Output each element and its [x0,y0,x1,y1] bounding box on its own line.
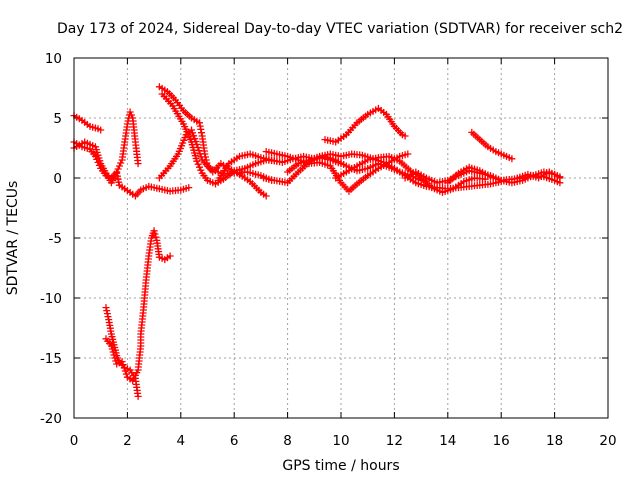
data-point [127,111,135,119]
data-point [134,392,142,400]
series-track-12 [321,104,409,146]
data-point [401,132,409,140]
data-point [151,230,159,238]
series-track-18 [513,168,564,182]
data-point [119,361,127,369]
data-point [108,345,116,353]
data-point [107,342,115,350]
x-tick-label: 4 [177,433,186,449]
data-point [193,157,201,165]
chart-title: Day 173 of 2024, Sidereal Day-to-day VTE… [57,21,623,37]
x-tick-label: 10 [332,433,349,449]
x-tick-label: 12 [386,433,403,449]
data-point [166,252,174,260]
data-point [120,364,128,372]
data-point [117,159,125,167]
data-point [262,192,270,200]
data-point [508,155,516,163]
data-point [123,120,131,128]
data-point [196,119,203,127]
data-point [115,178,123,186]
series-track-14 [332,152,489,196]
x-tick-label: 14 [439,433,456,449]
data-point [122,370,130,378]
series-layer [70,83,564,400]
data-point [113,169,121,177]
data-point [193,140,201,148]
data-point [197,166,205,174]
data-point [111,354,119,362]
series-track-5 [102,227,174,385]
y-tick-label: 0 [53,171,62,187]
data-point [195,147,203,155]
y-tick-label: -20 [40,411,62,427]
data-point [114,165,122,173]
x-tick-label: 8 [283,433,292,449]
series-track-4 [102,304,142,400]
data-point [150,227,158,235]
data-point [194,160,202,168]
data-point [198,129,205,137]
data-point [103,307,111,315]
series-track-17 [468,128,516,163]
x-tick-label: 6 [230,433,239,449]
data-point [404,150,412,158]
y-axis-label: SDTVAR / TECUs [5,181,21,296]
data-point [556,179,564,187]
data-point [110,351,118,359]
data-point [118,358,126,366]
series-track-1 [70,112,105,134]
data-point [185,184,193,192]
data-point [102,304,110,312]
data-point [196,150,204,158]
data-point [196,163,203,171]
ticks-layer: 0 2 4 6 8 10 12 14 16 18 20 -20 -15 -10 -5 0 5 10 [40,51,617,449]
data-point [121,367,129,375]
data-point [109,348,117,356]
x-tick-label: 0 [70,433,79,449]
data-point [152,233,160,241]
y-tick-label: -15 [40,351,62,367]
y-tick-label: 10 [45,51,62,67]
x-tick-label: 16 [493,433,510,449]
data-point [197,125,205,133]
data-point [97,126,105,134]
series-track-13 [260,154,345,187]
y-tick-label: -10 [40,291,62,307]
data-point [197,153,205,161]
data-point [194,144,202,151]
plot-frame [73,57,609,419]
data-point [556,173,564,181]
y-tick-label: -5 [49,231,62,247]
data-point [337,160,345,168]
x-tick-label: 2 [123,433,132,449]
data-point [113,172,121,180]
data-point [104,313,112,321]
series-track-3 [70,138,193,200]
data-point [112,357,120,365]
x-axis-label: GPS time / hours [282,458,399,474]
data-point [115,162,123,170]
x-tick-label: 18 [546,433,563,449]
data-point [126,108,134,116]
y-tick-label: 5 [53,111,62,127]
data-point [134,160,142,168]
x-tick-label: 20 [599,433,616,449]
